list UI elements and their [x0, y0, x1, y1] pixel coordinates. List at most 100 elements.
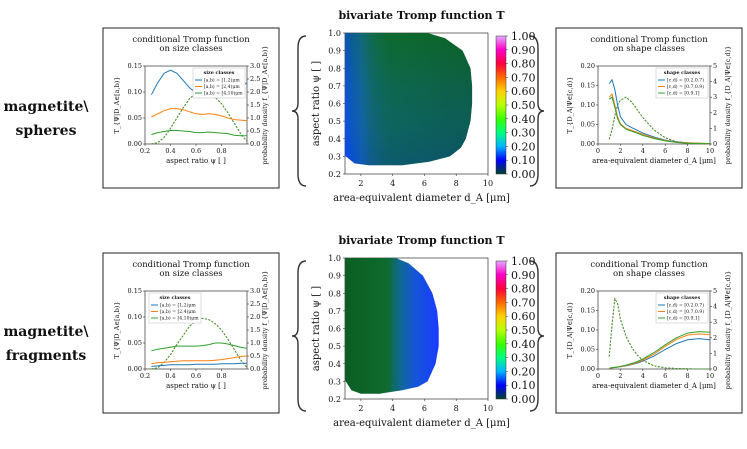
- y-tick-label: 0.8: [328, 64, 341, 73]
- bivariate-heatmap: bivariate Tromp function T 2 4 6 8 10 0.2 0.3 0.…: [311, 9, 510, 204]
- y-tick-label: 0.2: [328, 395, 341, 404]
- colorbar-tick-label: 0.50: [511, 324, 536, 337]
- panel-title: on shape classes: [613, 269, 685, 279]
- x-tick-label: 4: [390, 404, 395, 413]
- x-tick-label: 10: [706, 147, 714, 155]
- y2-tick-label: 2.5: [250, 300, 260, 308]
- legend-entry: [a,b) = [2,4)μm: [204, 83, 240, 90]
- y2-tick-label: 1.5: [250, 326, 260, 334]
- x-tick-label: 0.6: [191, 372, 201, 380]
- x-tick-label: 2: [358, 404, 363, 413]
- x-tick-label: 6: [422, 179, 427, 188]
- y-tick-label: 0.5: [328, 342, 341, 351]
- y-axis-label: T_{D_A|Ψ∈[c,d)}: [566, 77, 574, 134]
- colorbar-tick-label: 0.80: [511, 283, 536, 296]
- colorbar-tick-label: 0.70: [511, 296, 536, 309]
- y-tick-label: 0.00: [128, 140, 142, 148]
- series-line: [151, 130, 247, 137]
- right-brace: [529, 35, 545, 187]
- y2-tick-label: 3: [713, 318, 717, 326]
- legend-entry: [a,b) = [2,4)μm: [160, 308, 196, 315]
- y-tick-label: 1.0: [328, 29, 341, 38]
- y-axis-label: T_{Ψ|D_A∈[a,b)}: [113, 77, 121, 134]
- legend-entry: [a,b) = [4,10)μm: [160, 315, 199, 322]
- y2-tick-label: 4: [713, 303, 717, 311]
- heatmap-title: bivariate Tromp function T: [338, 9, 505, 22]
- x-tick-label: 6: [422, 404, 427, 413]
- x-tick-label: 8: [454, 179, 459, 188]
- heatmap-support-shade: [345, 33, 473, 166]
- right-brace: [529, 260, 545, 412]
- bivariate-heatmap: bivariate Tromp function T 2 4 6 8 10 0.2 0.3 0.…: [311, 234, 510, 429]
- series-line: [151, 108, 248, 122]
- panel-title: on size classes: [159, 269, 222, 279]
- colorbar-tick-label: 0.60: [511, 85, 536, 98]
- colorbar-tick-label: 0.10: [511, 154, 536, 167]
- colorbar-tick-label: 1.00: [511, 30, 536, 43]
- x-tick-label: 0.8: [216, 147, 226, 155]
- y-tick-label: 0.10: [581, 101, 595, 109]
- colorbar-tick-label: 0.40: [511, 338, 536, 351]
- x-tick-label: 2: [358, 179, 363, 188]
- y-tick-label: 0.8: [328, 289, 341, 298]
- y-tick-label: 0.2: [328, 170, 341, 179]
- legend-title: size classes: [204, 70, 235, 76]
- colorbar-tick-label: 0.20: [511, 140, 536, 153]
- legend-entry: [c,d) = [0.2,0.7): [667, 302, 704, 309]
- colorbar-tick-label: 0.30: [511, 127, 536, 140]
- y-tick-label: 0.9: [328, 47, 341, 56]
- y2-tick-label: 5: [713, 287, 717, 295]
- x-tick-label: 4: [641, 372, 645, 380]
- y2-axis-label: probability density f_{Ψ|D_A∈[a,b)}: [261, 46, 269, 165]
- panel-title: conditional Tromp function: [590, 260, 708, 270]
- x-tick-label: 10: [483, 179, 493, 188]
- y-tick-label: 0.15: [581, 82, 595, 90]
- x-tick-label: 0.8: [216, 372, 226, 380]
- x-tick-label: 4: [641, 147, 645, 155]
- y-tick-label: 0.3: [328, 377, 341, 386]
- x-tick-label: 8: [686, 372, 690, 380]
- y2-tick-label: 0.5: [250, 352, 260, 360]
- legend-entry: [c,d) = [0.2,0.7): [667, 77, 704, 84]
- density-line: [608, 297, 710, 370]
- y2-tick-label: 2.5: [250, 75, 260, 83]
- y2-tick-label: 1.0: [250, 339, 260, 347]
- y-tick-label: 0.20: [581, 62, 595, 70]
- heatmap-x-label: area-equivalent diameter d_A [μm]: [333, 193, 510, 204]
- colorbar-tick-label: 0.00: [511, 393, 536, 406]
- y-tick-label: 0.4: [328, 135, 341, 144]
- y2-tick-label: 1: [713, 124, 717, 132]
- y-tick-label: 0.3: [328, 152, 341, 161]
- row-label: spheres: [16, 123, 77, 139]
- x-tick-label: 8: [454, 404, 459, 413]
- y-tick-label: 0.20: [581, 287, 595, 295]
- legend: size classes[a,b) = [1,2)μm[a,b) = [2,4)…: [192, 67, 246, 99]
- heatmap-title: bivariate Tromp function T: [338, 234, 505, 247]
- y-tick-label: 0.4: [328, 360, 341, 369]
- x-tick-label: 6: [663, 147, 667, 155]
- panel-title: conditional Tromp function: [590, 35, 708, 45]
- x-tick-label: 4: [390, 179, 395, 188]
- colorbar-tick-label: 0.90: [511, 44, 536, 57]
- legend-entry: [c,d) = [0.9,1]: [667, 315, 700, 322]
- y2-tick-label: 0.0: [250, 365, 260, 373]
- panel-title: conditional Tromp function: [132, 35, 250, 45]
- colorbar-tick-label: 0.80: [511, 58, 536, 71]
- x-tick-label: 0.6: [191, 147, 201, 155]
- x-tick-label: 8: [686, 147, 690, 155]
- row-label: magnetite\: [3, 99, 89, 115]
- series-line: [151, 342, 248, 352]
- legend-entry: [a,b) = [1,2)μm: [204, 77, 240, 84]
- legend-title: size classes: [160, 295, 191, 301]
- x-tick-label: 2: [618, 147, 622, 155]
- y2-tick-label: 2: [713, 334, 717, 342]
- y-tick-label: 0.15: [581, 307, 595, 315]
- y2-tick-label: 3: [713, 93, 717, 101]
- y2-tick-label: 2.0: [250, 313, 260, 321]
- colorbar-tick-label: 0.20: [511, 365, 536, 378]
- legend-title: shape classes: [664, 70, 701, 76]
